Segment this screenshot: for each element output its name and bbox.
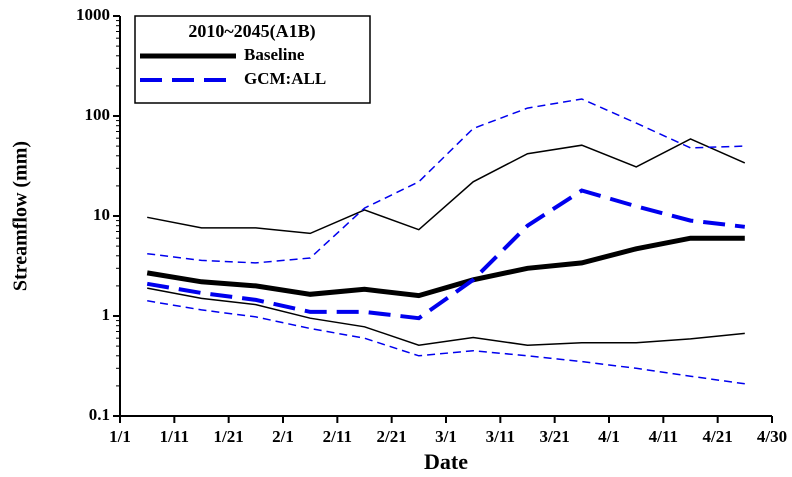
series-line	[147, 300, 745, 385]
series-line	[147, 287, 745, 346]
x-tick-label: 4/11	[649, 427, 678, 446]
legend-title: 2010~2045(A1B)	[188, 21, 315, 42]
y-tick-label: 0.1	[89, 405, 110, 424]
x-tick-label: 2/21	[377, 427, 407, 446]
legend-label: Baseline	[244, 45, 305, 64]
legend-label: GCM:ALL	[244, 69, 326, 88]
y-tick-label: 100	[85, 105, 111, 124]
x-tick-label: 4/30	[757, 427, 787, 446]
x-tick-label: 3/21	[540, 427, 570, 446]
x-axis-title: Date	[424, 449, 468, 474]
series-line	[146, 188, 746, 321]
x-tick-label: 1/11	[160, 427, 189, 446]
y-tick-label: 1000	[76, 5, 110, 24]
x-tick-label: 4/1	[598, 427, 620, 446]
legend: 2010~2045(A1B)	[134, 15, 371, 104]
y-tick-label: 10	[93, 205, 110, 224]
x-tick-label: 2/11	[323, 427, 352, 446]
x-tick-label: 1/1	[109, 427, 131, 446]
x-tick-label: 3/11	[486, 427, 515, 446]
x-tick-label: 3/1	[435, 427, 457, 446]
y-tick-label: 1	[102, 305, 111, 324]
x-tick-label: 2/1	[272, 427, 294, 446]
legend-box	[134, 15, 371, 104]
series-line	[146, 235, 745, 299]
series-line	[147, 138, 746, 235]
series-line	[147, 98, 745, 264]
x-tick-label: 1/21	[214, 427, 244, 446]
y-axis-title: Streamflow (mm)	[10, 141, 32, 291]
x-tick-label: 4/21	[703, 427, 733, 446]
